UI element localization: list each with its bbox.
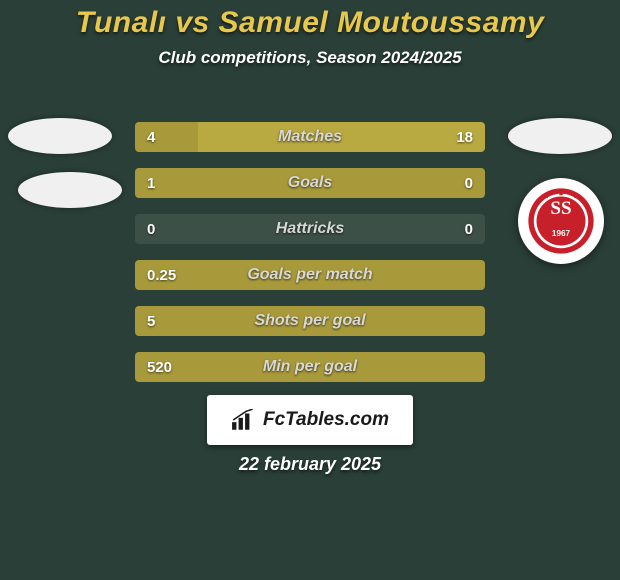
bar-left-fill — [135, 260, 485, 290]
sivasspor-crest-icon: SS 1967 — [527, 187, 595, 255]
bar-right-fill — [198, 122, 485, 152]
stat-row: 520Min per goal — [135, 352, 485, 382]
bar-left-value: 520 — [147, 352, 172, 382]
player-left-team-placeholder-2 — [18, 172, 122, 208]
bar-right-value: 0 — [465, 168, 473, 198]
bar-left-value: 0 — [147, 214, 155, 244]
crest-year: 1967 — [552, 229, 571, 238]
bar-left-value: 5 — [147, 306, 155, 336]
stat-row: 0.25Goals per match — [135, 260, 485, 290]
brand-text: FcTables.com — [263, 409, 389, 431]
stat-row: 00Hattricks — [135, 214, 485, 244]
svg-text:SS: SS — [550, 198, 571, 219]
bar-right-value: 18 — [456, 122, 473, 152]
bar-right-value: 0 — [465, 214, 473, 244]
bar-left-fill — [135, 168, 485, 198]
brand-pill: FcTables.com — [207, 395, 413, 445]
bar-left-value: 4 — [147, 122, 155, 152]
bar-track — [135, 214, 485, 244]
card-subtitle: Club competitions, Season 2024/2025 — [0, 48, 620, 68]
card-date: 22 february 2025 — [0, 454, 620, 475]
player-right-club-crest: SS 1967 — [518, 178, 604, 264]
player-right-team-placeholder-1 — [508, 118, 612, 154]
brand-chart-icon — [231, 409, 257, 431]
bar-left-fill — [135, 306, 485, 336]
stat-bars: 418Matches10Goals00Hattricks0.25Goals pe… — [135, 122, 485, 398]
bar-left-value: 0.25 — [147, 260, 176, 290]
bar-left-fill — [135, 122, 198, 152]
card-content: Tunalı vs Samuel Moutoussamy Club compet… — [0, 0, 620, 580]
stat-row: 418Matches — [135, 122, 485, 152]
bar-left-value: 1 — [147, 168, 155, 198]
card-title: Tunalı vs Samuel Moutoussamy — [0, 6, 620, 40]
bar-left-fill — [135, 352, 485, 382]
stat-row: 10Goals — [135, 168, 485, 198]
stat-row: 5Shots per goal — [135, 306, 485, 336]
comparison-card: Tunalı vs Samuel Moutoussamy Club compet… — [0, 0, 620, 580]
player-left-team-placeholder-1 — [8, 118, 112, 154]
